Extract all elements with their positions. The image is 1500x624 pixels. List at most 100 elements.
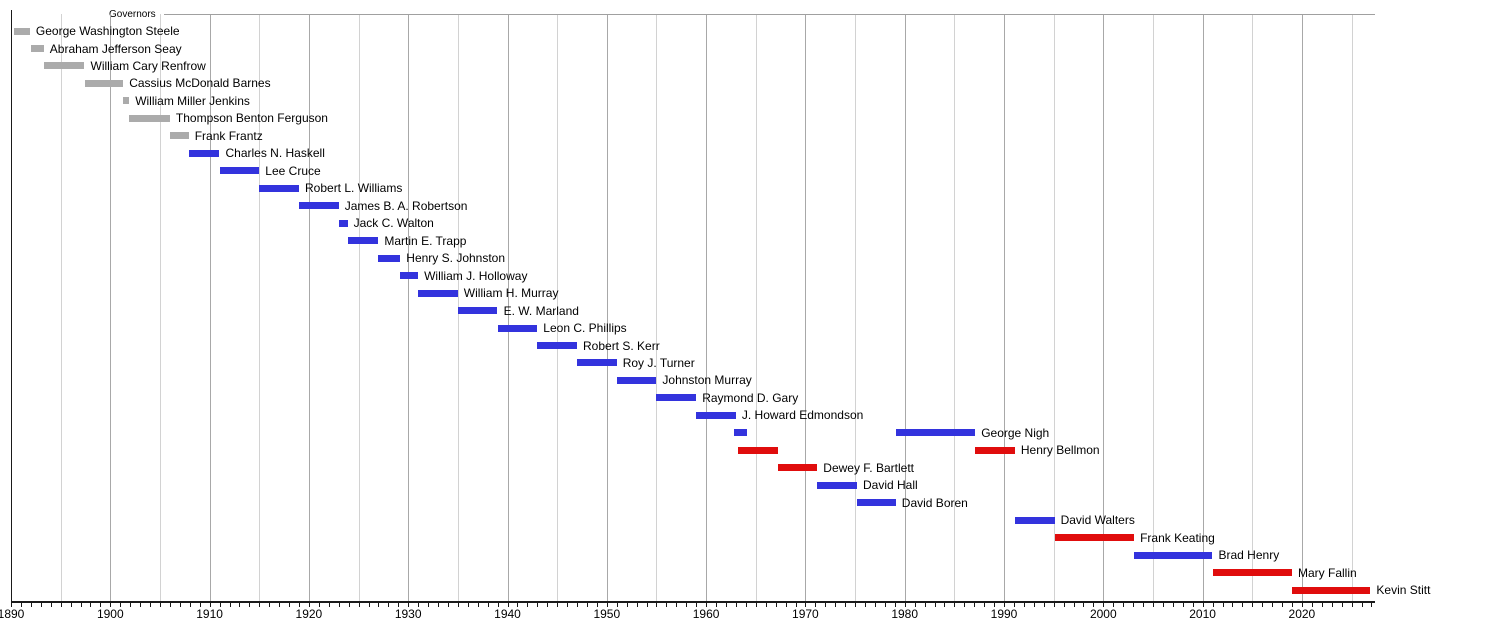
year-tick xyxy=(507,603,509,607)
year-tick xyxy=(775,603,777,607)
bar-brad-henry xyxy=(1134,551,1213,559)
bar-e-w-marland xyxy=(457,307,498,314)
bar-martin-e-trapp xyxy=(347,237,379,245)
year-tick xyxy=(1272,603,1274,607)
axis-label-1960: 1960 xyxy=(692,607,720,621)
year-tick xyxy=(477,603,479,607)
year-tick xyxy=(1361,603,1363,607)
year-tick xyxy=(646,603,648,607)
label-william-j-holloway: William J. Holloway xyxy=(424,268,528,283)
year-tick xyxy=(805,603,807,607)
year-tick xyxy=(1282,603,1283,607)
bar-abraham-jefferson-seay xyxy=(30,45,44,52)
axis-label-1950: 1950 xyxy=(593,607,621,621)
year-tick xyxy=(974,603,976,607)
bar-david-hall xyxy=(817,481,857,489)
year-tick xyxy=(537,603,539,607)
year-tick xyxy=(1063,603,1065,607)
axis-label-1900: 1900 xyxy=(96,607,124,621)
year-tick xyxy=(110,603,112,607)
year-tick xyxy=(199,603,201,607)
year-tick xyxy=(984,603,986,607)
year-tick xyxy=(1292,603,1293,607)
year-tick xyxy=(1262,603,1264,607)
year-tick xyxy=(1143,603,1144,607)
year-tick xyxy=(487,603,489,607)
label-e-w-marland: E. W. Marland xyxy=(503,303,579,318)
year-tick xyxy=(835,603,837,607)
label-brad-henry: Brad Henry xyxy=(1218,548,1280,563)
year-tick xyxy=(1113,603,1115,607)
year-tick xyxy=(884,603,886,607)
gridline-1910 xyxy=(209,14,211,601)
label-henry-bellmon: Henry Bellmon xyxy=(1020,443,1100,458)
year-tick xyxy=(944,603,946,607)
bar-raymond-d-gary xyxy=(656,394,697,402)
bar-j-howard-edmondson xyxy=(696,411,736,419)
bar-roy-j-turner xyxy=(577,359,617,367)
bar-dewey-f-bartlett xyxy=(777,464,818,472)
year-tick xyxy=(328,603,330,607)
year-tick xyxy=(1083,603,1085,607)
gridline-1970 xyxy=(805,14,807,601)
label-cassius-mcdonald-barnes: Cassius McDonald Barnes xyxy=(129,76,271,91)
year-tick xyxy=(159,603,161,607)
label-george-nigh: George Nigh xyxy=(981,425,1050,440)
label-martin-e-trapp: Martin E. Trapp xyxy=(384,233,467,248)
bar-david-walters xyxy=(1014,516,1055,524)
year-tick xyxy=(815,603,817,607)
bar-johnston-murray xyxy=(616,376,657,384)
year-tick xyxy=(1252,603,1254,607)
year-tick xyxy=(785,603,787,607)
year-tick xyxy=(716,603,717,607)
year-tick xyxy=(50,603,52,607)
year-tick xyxy=(616,603,618,607)
year-tick xyxy=(745,603,747,607)
year-tick xyxy=(20,603,22,607)
year-tick xyxy=(30,603,32,607)
year-tick xyxy=(90,603,92,607)
label-raymond-d-gary: Raymond D. Gary xyxy=(702,390,799,405)
year-tick xyxy=(1103,603,1105,607)
year-tick xyxy=(825,603,827,607)
year-tick xyxy=(636,603,638,607)
gridline-1905 xyxy=(159,14,161,601)
gridline-1945 xyxy=(557,14,559,601)
gridline-2000 xyxy=(1103,14,1105,601)
year-tick xyxy=(1023,603,1025,607)
gridline-1955 xyxy=(656,14,658,601)
bar-henry-bellmon-1 xyxy=(737,446,778,454)
axis-label-1920: 1920 xyxy=(295,607,323,621)
year-tick xyxy=(308,603,310,607)
label-henry-s-johnston: Henry S. Johnston xyxy=(406,251,506,266)
bar-mary-fallin xyxy=(1212,569,1292,577)
gridline-2010 xyxy=(1202,14,1204,601)
year-tick xyxy=(1123,603,1125,607)
year-tick xyxy=(1133,603,1135,607)
year-tick xyxy=(239,603,241,607)
bar-thompson-benton-ferguson xyxy=(129,114,170,122)
axis-label-1990: 1990 xyxy=(990,607,1018,621)
year-tick xyxy=(1331,603,1333,607)
year-tick xyxy=(318,603,320,607)
gridline-1920 xyxy=(308,14,310,601)
bar-frank-frantz xyxy=(169,132,189,140)
year-tick xyxy=(517,603,519,607)
gridline-2025 xyxy=(1351,14,1353,601)
label-david-boren: David Boren xyxy=(901,495,968,510)
label-robert-l-williams: Robert L. Williams xyxy=(305,181,403,196)
year-tick xyxy=(338,603,340,607)
year-tick xyxy=(378,603,380,607)
year-tick xyxy=(189,603,191,607)
year-tick xyxy=(577,603,578,607)
axis-label-1970: 1970 xyxy=(792,607,819,621)
year-tick xyxy=(557,603,559,607)
year-tick xyxy=(438,603,439,607)
year-tick xyxy=(130,603,132,607)
year-tick xyxy=(1053,603,1055,607)
year-tick xyxy=(765,603,767,607)
year-tick xyxy=(428,603,430,607)
year-tick xyxy=(358,603,360,607)
label-frank-keating: Frank Keating xyxy=(1140,530,1215,545)
year-tick xyxy=(398,603,400,607)
